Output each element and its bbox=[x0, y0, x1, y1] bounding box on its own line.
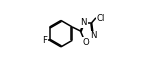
Text: F: F bbox=[42, 36, 47, 45]
Text: N: N bbox=[80, 18, 87, 27]
Text: N: N bbox=[90, 31, 97, 40]
Text: Cl: Cl bbox=[97, 14, 105, 23]
Text: O: O bbox=[82, 38, 89, 47]
Text: F: F bbox=[42, 36, 47, 45]
